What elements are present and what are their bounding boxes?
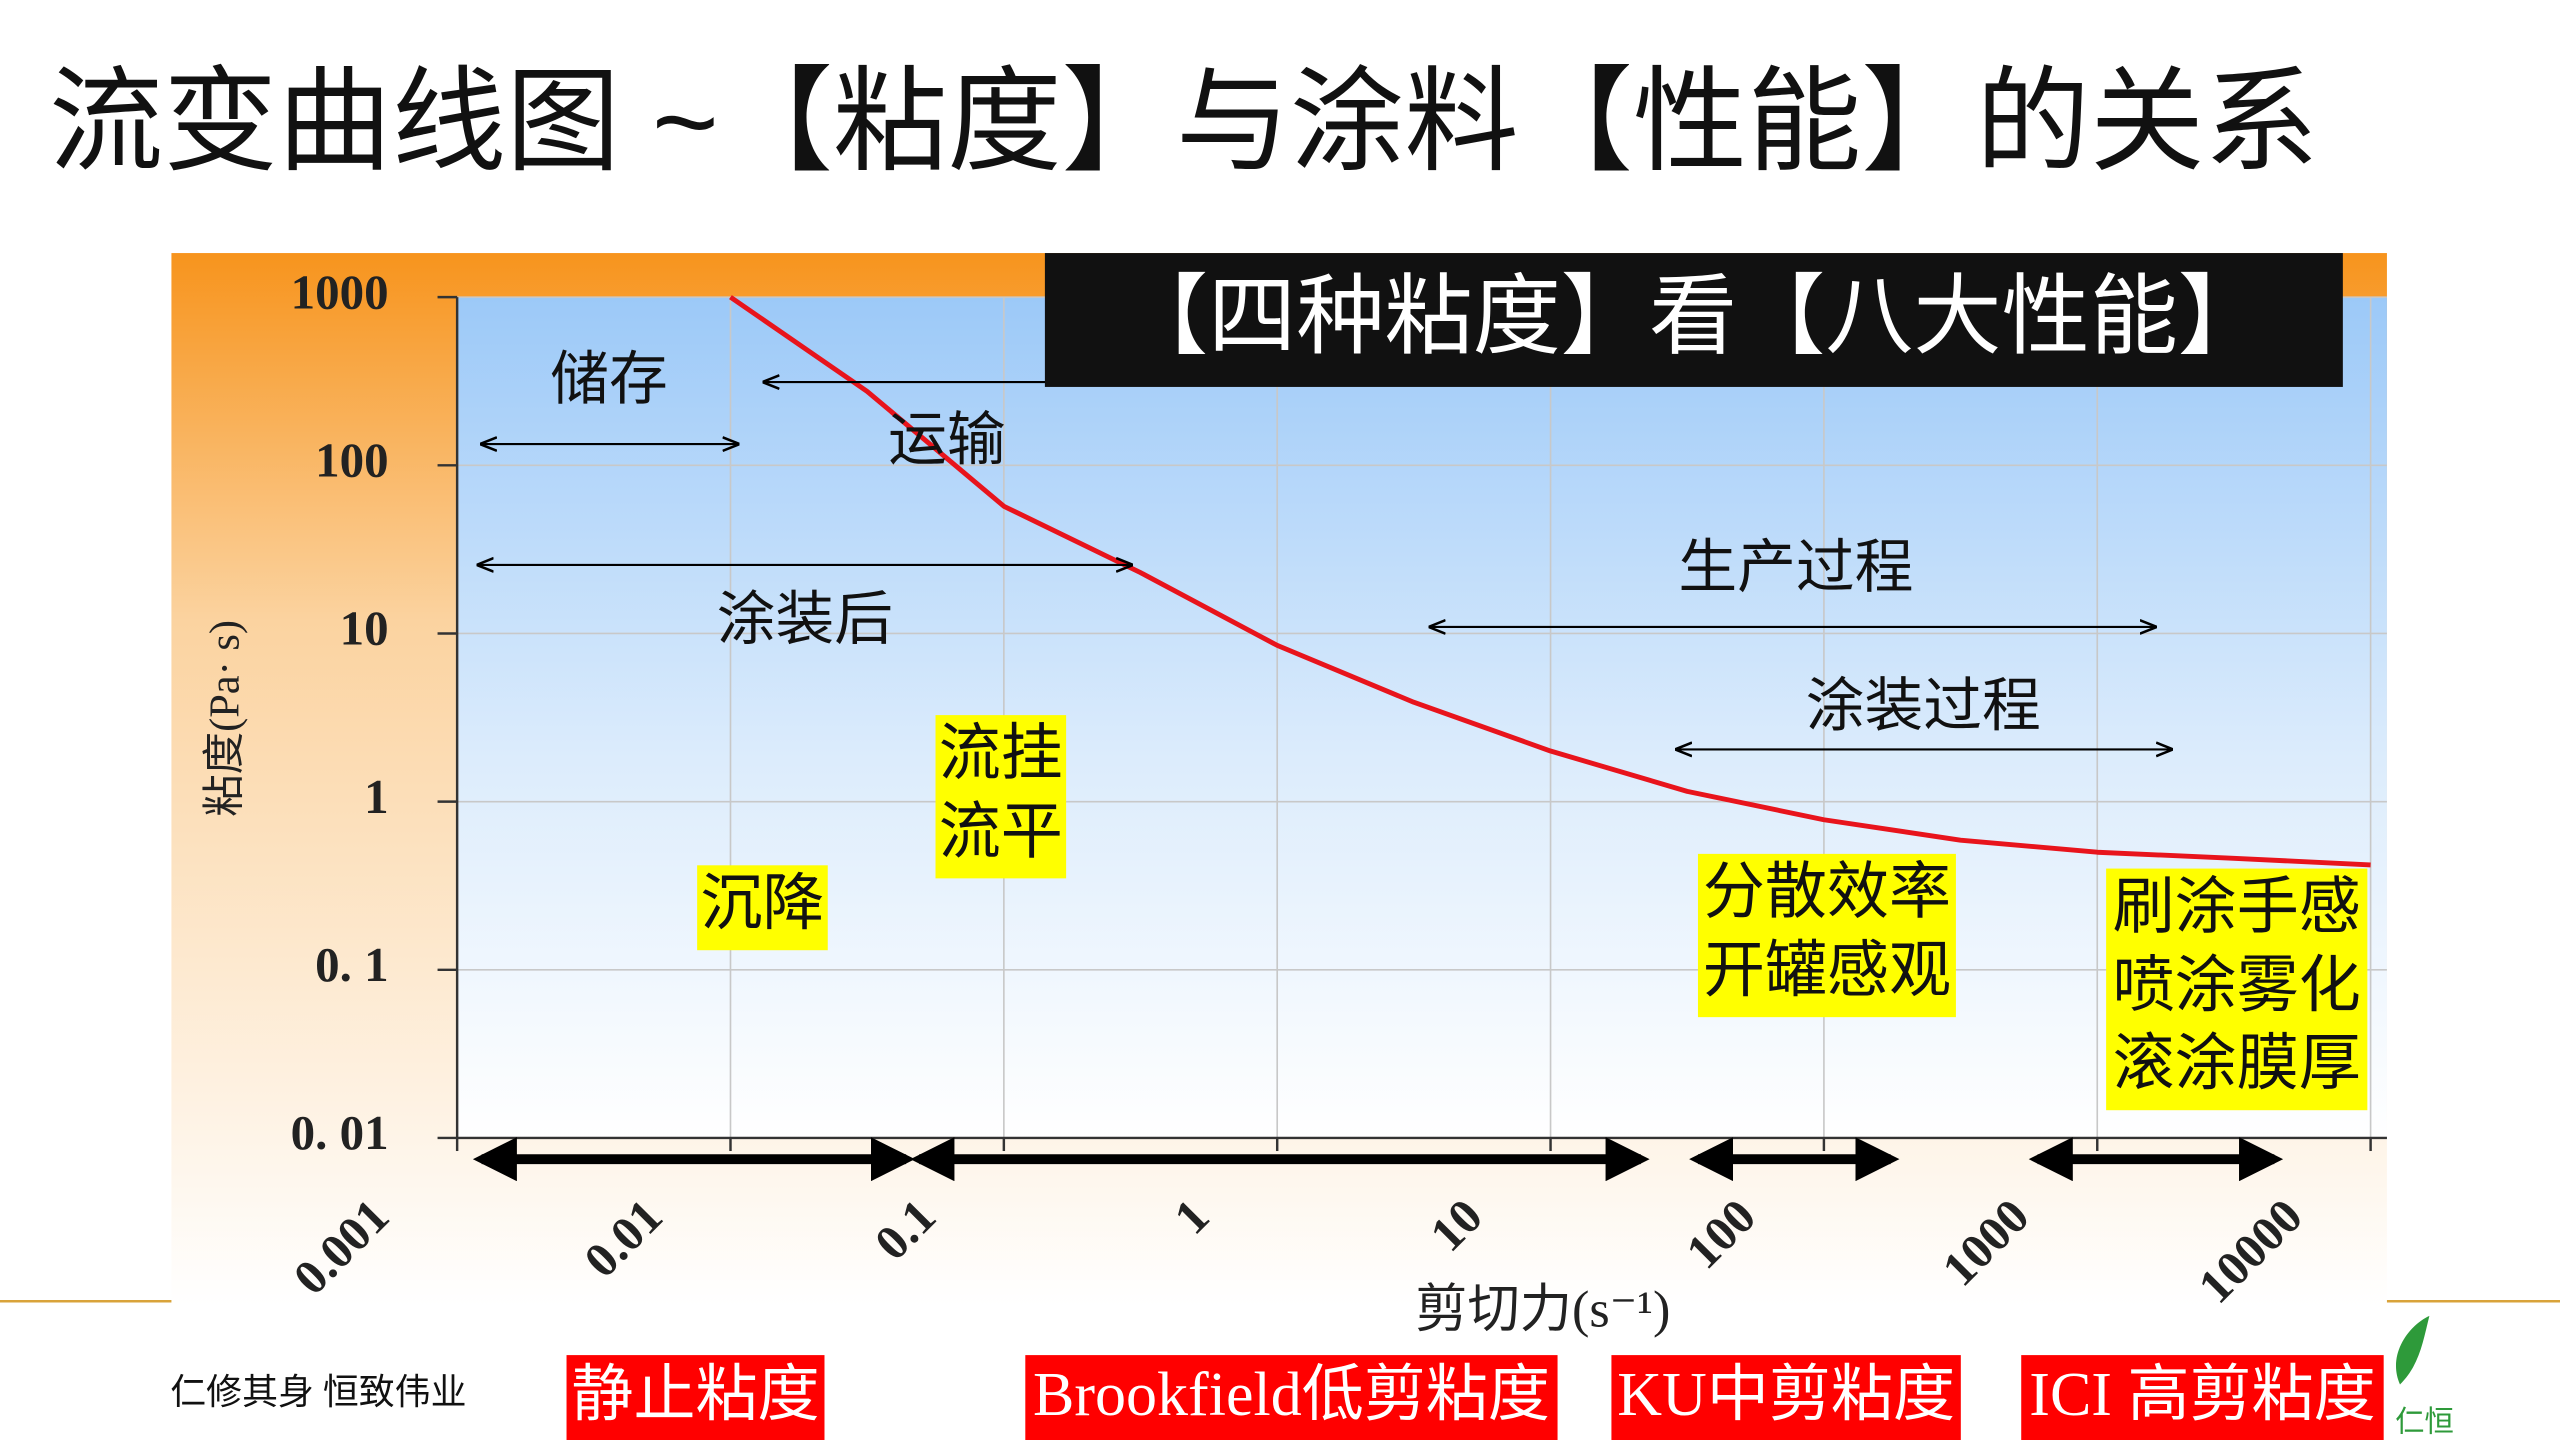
footer-motto: 仁修其身 恒致伟业 (170, 1372, 466, 1412)
range-label: 涂装过程 (1806, 674, 2041, 739)
property-label: 喷涂雾化 (2113, 951, 2361, 1020)
range-label: 储存 (550, 347, 668, 412)
viscosity-box (1025, 1355, 1558, 1440)
plot-area (457, 297, 2387, 1138)
viscosity-box (2021, 1355, 2384, 1440)
chart-title: 【四种粘度】看【八大性能】 (1120, 267, 2266, 366)
property-box (2106, 868, 2368, 1111)
range-label: 生产过程 (1678, 535, 1913, 600)
property-box (935, 715, 1067, 879)
viscosity-box (1611, 1355, 1961, 1440)
viscosity-box (566, 1355, 825, 1440)
y-tick-label: 100 (315, 433, 388, 488)
x-axis-label: 剪切力(s⁻¹) (1415, 1280, 1670, 1338)
range-label: 运输 (888, 408, 1006, 473)
y-axis-label: 粘度(Pa· s) (201, 620, 248, 817)
property-label: 分散效率 (1703, 858, 1951, 927)
viscosity-label: KU中剪粘度 (1617, 1361, 1955, 1429)
banner (1044, 253, 2343, 387)
viscosity-label: 静止粘度 (571, 1361, 819, 1429)
marks (729, 295, 2371, 868)
range-label: 涂装后 (717, 587, 893, 652)
y-tick-label: 0. 1 (315, 937, 388, 992)
property-label: 开罐感观 (1703, 936, 1951, 1005)
property-box (1697, 853, 1956, 1018)
property-label: 沉降 (700, 869, 824, 938)
logo-leaf (2395, 1315, 2430, 1385)
logo: 仁恒 (2395, 1405, 2454, 1438)
viscosity-label: ICI 高剪粘度 (2029, 1361, 2375, 1429)
property-label: 流平 (939, 797, 1063, 866)
property-label: 滚涂膜厚 (2113, 1029, 2361, 1098)
y-tick-label: 1000 (291, 264, 389, 319)
viscosity-label: Brookfield低剪粘度 (1033, 1361, 1550, 1429)
slide-title: 流变曲线图 ~【粘度】与涂料【性能】的关系 (49, 59, 2319, 186)
property-label: 刷涂手感 (2113, 872, 2361, 941)
data-line (729, 295, 2371, 868)
property-box (697, 865, 828, 951)
y-tick-label: 1 (364, 769, 388, 824)
y-tick-label: 0. 01 (291, 1105, 389, 1160)
y-tick-label: 10 (340, 601, 389, 656)
property-label: 流挂 (939, 719, 1063, 788)
